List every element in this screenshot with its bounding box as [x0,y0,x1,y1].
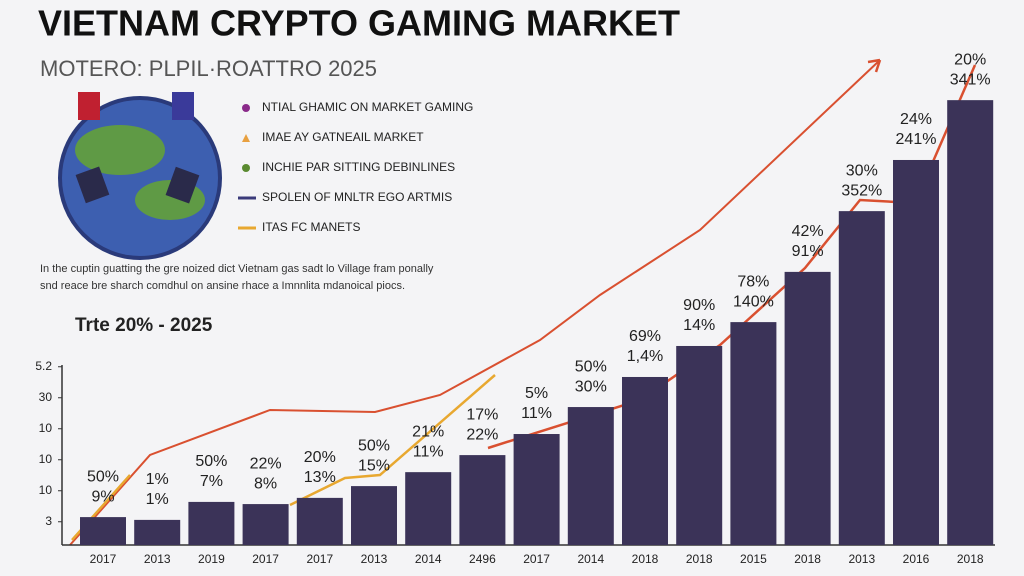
bar [784,271,831,545]
data-label: 1% [146,491,169,508]
bar [947,100,994,546]
legend-label: IMAE AY GATNEAIL MARKET [262,130,424,144]
bar [242,504,289,545]
y-tick-label: 10 [39,483,53,497]
data-label: 11% [413,443,444,460]
description: snd reace bre sharch comdhul on ansine r… [40,280,405,292]
legend-label: ITAS FC MANETS [262,220,360,234]
data-label: 5% [525,385,548,402]
bar [567,407,614,545]
x-tick-label: 2016 [903,552,930,566]
trend-line [69,59,881,546]
data-label: 30% [846,162,878,179]
bar [622,376,668,545]
globe [58,92,222,260]
x-tick-label: 2018 [957,552,984,566]
x-tick-label: 2013 [848,552,875,566]
data-label: 24% [900,111,932,128]
x-tick-label: 2013 [361,552,388,566]
data-label: 1% [146,471,169,488]
legend-label: SPOLEN OF MNLTR EGO ARTMIS [262,190,452,204]
legend-marker [242,134,250,142]
bar [893,159,939,546]
x-tick-label: 2018 [794,552,821,566]
data-label: 1,4% [627,348,663,365]
data-label: 69% [629,328,661,345]
legend-label: INCHIE PAR SITTING DEBINLINES [262,160,455,174]
x-tick-label: 2019 [198,552,225,566]
x-tick-label: 2017 [252,552,279,566]
data-label: 13% [304,469,336,486]
data-label: 91% [792,243,824,260]
data-label: 30% [575,378,607,395]
data-label: 50% [87,468,119,485]
x-tick-label: 2018 [632,552,659,566]
data-label: 50% [575,358,607,375]
x-tick-label: 2017 [523,552,550,566]
y-tick-label: 5.2 [35,359,52,373]
bar [405,472,452,545]
chart-title: VIETNAM CRYPTO GAMING MARKET [38,3,680,44]
chart-subtitle: MOTERO: PLPIL·ROATTRO 2025 [40,56,377,81]
bar [838,211,885,545]
data-label: 15% [358,457,390,474]
x-tick-label: 2015 [740,552,767,566]
data-label: 21% [412,423,444,440]
x-tick-label: 2014 [577,552,604,566]
x-tick-label: 2017 [306,552,333,566]
bar [296,497,343,545]
legend-label: NTIAL GHAMIC ON MARKET GAMING [262,100,473,114]
data-label: 140% [733,293,774,310]
data-label: 241% [896,131,937,148]
data-label: 22% [466,426,498,443]
bar [459,455,506,545]
data-label: 14% [683,317,715,334]
bar [676,345,723,545]
data-label: 352% [841,182,882,199]
y-tick-label: 10 [39,421,53,435]
x-tick-label: 2017 [90,552,117,566]
data-label: 7% [200,473,223,490]
legend-marker [242,104,250,112]
y-tick-label: 10 [39,452,53,466]
data-label: 78% [737,273,769,290]
data-label: 17% [466,406,498,423]
data-label: 341% [950,71,991,88]
x-tick-label: 2013 [144,552,171,566]
data-label: 11% [521,405,552,422]
data-label: 9% [91,488,114,505]
x-tick-label: 2014 [415,552,442,566]
data-label: 50% [195,453,227,470]
data-label: 20% [954,51,986,68]
description: In the cuptin guatting the gre noized di… [40,263,434,275]
bar [188,501,235,545]
data-label: 50% [358,437,390,454]
y-tick-label: 30 [39,390,53,404]
x-tick-label: 2018 [686,552,713,566]
bar [134,519,181,545]
bar [730,322,777,545]
y-tick-label: 3 [45,514,52,528]
arrow-head [867,58,882,73]
annotation: Trte 20% - 2025 [75,315,213,336]
bar [513,434,560,545]
bar [351,486,397,545]
bar [80,517,126,545]
data-label: 42% [792,223,824,240]
x-tick-label: 2496 [469,552,496,566]
legend-marker [242,164,250,172]
data-label: 8% [254,475,277,492]
data-label: 22% [250,455,282,472]
data-label: 90% [683,297,715,314]
data-label: 20% [304,449,336,466]
